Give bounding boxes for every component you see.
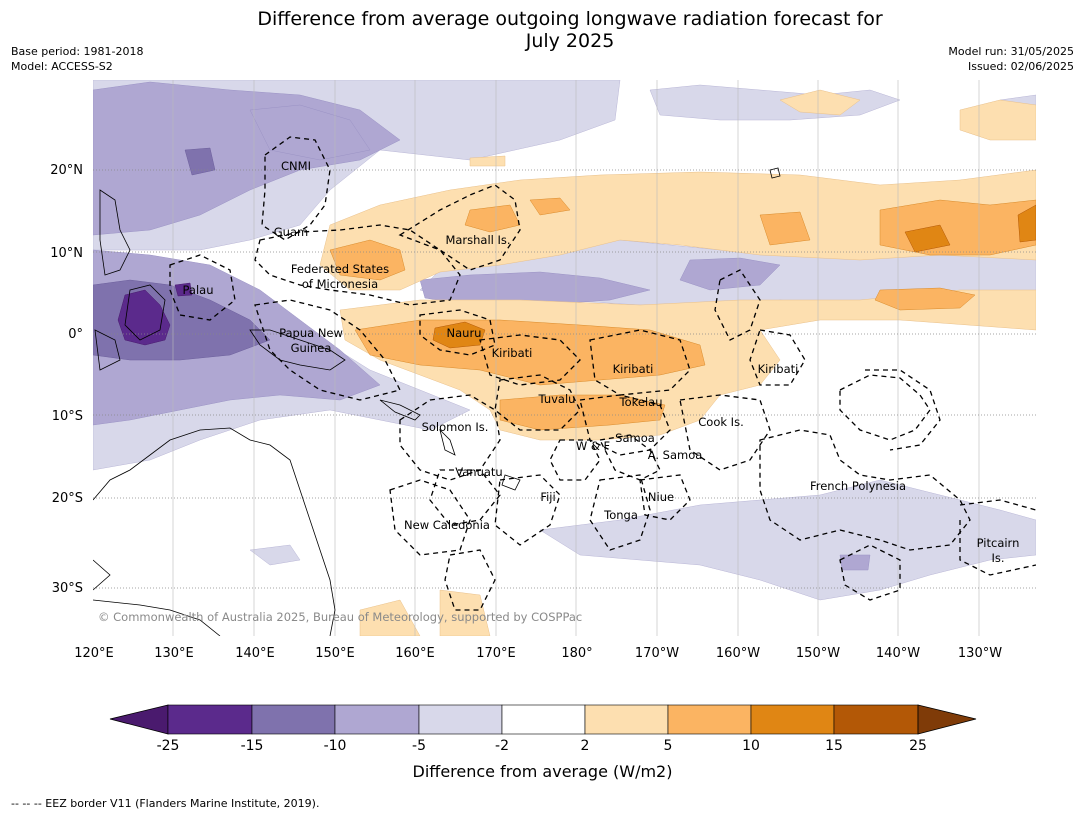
region-label: Guinea [291, 341, 332, 355]
colorbar-extend-high [917, 704, 977, 735]
colorbar-tick: 5 [664, 738, 673, 754]
colorbar-ticks: -25 -15 -10 -5 -2 2 5 10 15 25 [157, 738, 927, 754]
region-label: Guam [274, 225, 308, 239]
lon-label: 170°W [635, 646, 679, 661]
colorbar [109, 704, 977, 735]
lon-label: 160°W [716, 646, 760, 661]
region-label: New Caledonia [404, 518, 490, 532]
base-period: Base period: 1981-2018 [11, 45, 144, 58]
colorbar-label: Difference from average (W/m2) [412, 762, 673, 781]
lat-label: 20°S [52, 491, 83, 506]
region-label: Kiribati [613, 362, 654, 376]
lon-label: 160°E [395, 646, 435, 661]
colorbar-segment [334, 704, 420, 735]
model-run: Model run: 31/05/2025 [948, 45, 1074, 58]
region-label: Is. [991, 551, 1004, 565]
lon-label: 120°E [74, 646, 114, 661]
region-label: Kiribati [492, 346, 533, 360]
region-label: Kiribati [758, 362, 799, 376]
eez-borders [169, 136, 1036, 611]
region-label: Papua New [279, 326, 343, 340]
colorbar-tick: 2 [581, 738, 590, 754]
region-label: Tokelau [619, 395, 663, 409]
region-label: CNMI [281, 159, 311, 173]
colorbar-tick: -15 [241, 738, 264, 754]
lat-label: 10°S [52, 409, 83, 424]
region-label: W & F [576, 439, 610, 453]
colorbar-segment [418, 704, 503, 735]
region-label: Niue [648, 490, 674, 504]
lat-labels: 20°N 10°N 0° 10°S 20°S 30°S [50, 163, 83, 596]
lat-label: 10°N [50, 246, 83, 261]
colorbar-segment [833, 704, 919, 735]
lon-label: 150°E [315, 646, 355, 661]
colorbar-tick: -2 [495, 738, 509, 754]
model-name: Model: ACCESS-S2 [11, 60, 113, 73]
region-label: Nauru [447, 326, 482, 340]
region-label: Palau [183, 283, 214, 297]
lon-labels: 120°E 130°E 140°E 150°E 160°E 170°E 180°… [74, 646, 1002, 661]
coastlines [93, 167, 781, 636]
region-label: Samoa [615, 431, 655, 445]
lon-label: 150°W [796, 646, 840, 661]
copyright-notice: © Commonwealth of Australia 2025, Bureau… [98, 610, 582, 624]
meta-right: Model run: 31/05/2025 Issued: 02/06/2025 [948, 44, 1074, 74]
colorbar-segment [501, 704, 586, 735]
region-label: Federated States [291, 262, 389, 276]
map-gridlines [172, 80, 980, 636]
region-label: Marshall Is. [445, 233, 510, 247]
region-label: A. Samoa [648, 448, 703, 462]
colorbar-tick: -10 [324, 738, 347, 754]
title-line-2: July 2025 [525, 30, 615, 52]
title-line-1: Difference from average outgoing longwav… [257, 8, 883, 30]
region-label: of Micronesia [302, 277, 378, 291]
colorbar-tick: -25 [157, 738, 180, 754]
colorbar-segment [584, 704, 669, 735]
lat-label: 20°N [50, 163, 83, 178]
colorbar-segment [251, 704, 336, 735]
lon-label: 170°E [476, 646, 516, 661]
region-label: Tonga [603, 508, 638, 522]
region-label: Cook Is. [698, 415, 743, 429]
colorbar-segment [167, 704, 253, 735]
lon-label: 130°E [154, 646, 194, 661]
meta-left: Base period: 1981-2018 Model: ACCESS-S2 [11, 44, 143, 74]
colorbar-segment [667, 704, 752, 735]
lat-label: 0° [68, 327, 83, 342]
colorbar-extend-low [109, 704, 169, 735]
colorbar-tick: 25 [909, 738, 927, 754]
colorbar-tick: 10 [742, 738, 760, 754]
colorbar-segment [750, 704, 835, 735]
lon-label: 180° [561, 646, 592, 661]
region-label: French Polynesia [810, 479, 906, 493]
lon-label: 140°W [876, 646, 920, 661]
map-title: Difference from average outgoing longwav… [0, 8, 1085, 52]
colorbar-tick: 15 [825, 738, 843, 754]
lat-label: 30°S [52, 581, 83, 596]
lon-label: 140°E [235, 646, 275, 661]
eez-legend-note: -- -- -- EEZ border V11 (Flanders Marine… [11, 797, 320, 810]
issued-date: Issued: 02/06/2025 [967, 60, 1074, 73]
region-label: Vanuatu [455, 465, 502, 479]
map-lat-gridlines [93, 169, 1036, 589]
anomaly-field [93, 80, 1036, 636]
region-label: Pitcairn [977, 536, 1020, 550]
region-label: Tuvalu [538, 392, 576, 406]
region-labels: CNMI Guam Marshall Is. Federated States … [183, 159, 1020, 565]
region-label: Solomon Is. [422, 420, 489, 434]
colorbar-tick: -5 [412, 738, 426, 754]
lon-label: 130°W [958, 646, 1002, 661]
region-label: Fiji [540, 490, 555, 504]
